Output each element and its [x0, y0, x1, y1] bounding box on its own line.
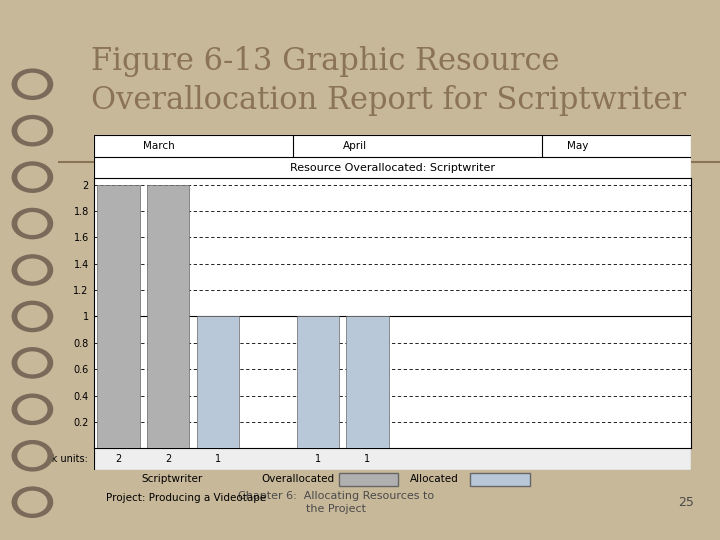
Bar [97, 185, 140, 448]
Text: Project: Producing a Videotape: Project: Producing a Videotape [106, 493, 266, 503]
FancyBboxPatch shape [470, 472, 530, 486]
Bar [297, 316, 339, 448]
Text: March: March [143, 141, 175, 151]
Text: Resource Overallocated: Scriptwriter: Resource Overallocated: Scriptwriter [290, 164, 495, 173]
Text: Scriptwriter: Scriptwriter [141, 474, 202, 484]
Text: May: May [567, 141, 588, 151]
Text: Figure 6-13 Graphic Resource
Overallocation Report for Scriptwriter: Figure 6-13 Graphic Resource Overallocat… [91, 46, 686, 116]
Text: 1: 1 [215, 454, 221, 464]
Text: Allocated: Allocated [410, 474, 459, 484]
FancyBboxPatch shape [338, 472, 398, 486]
FancyBboxPatch shape [94, 135, 691, 157]
Bar [147, 185, 189, 448]
Bar [197, 316, 239, 448]
Text: Chapter 6:  Allocating Resources to
the Project: Chapter 6: Allocating Resources to the P… [238, 491, 434, 514]
Text: 2: 2 [165, 454, 171, 464]
Text: 1: 1 [364, 454, 371, 464]
Text: 25: 25 [678, 496, 693, 509]
Text: 1: 1 [315, 454, 321, 464]
Text: Overallocated: Overallocated [261, 474, 334, 484]
FancyBboxPatch shape [94, 448, 691, 470]
Text: April: April [343, 141, 366, 151]
Text: 2: 2 [115, 454, 122, 464]
Bar [346, 316, 389, 448]
Text: Peak units:: Peak units: [34, 454, 88, 464]
FancyBboxPatch shape [94, 157, 691, 178]
